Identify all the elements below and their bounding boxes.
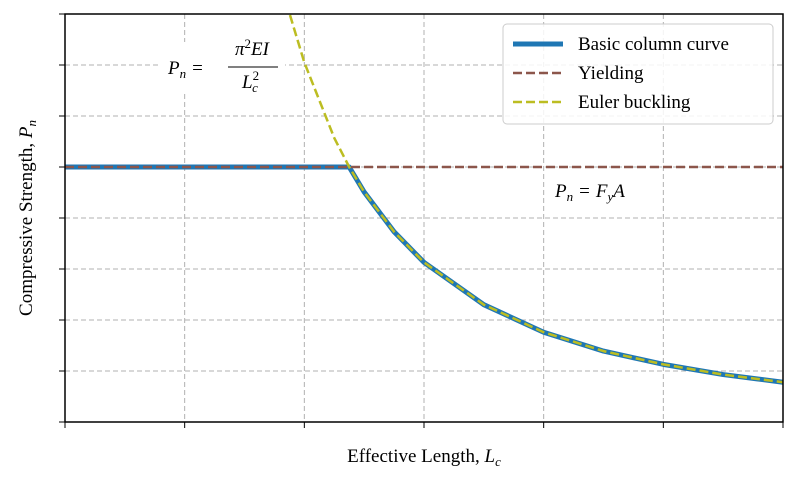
x-label-sub: c [495, 454, 501, 469]
num-sup: 2 [245, 36, 252, 51]
legend-label: Yielding [578, 63, 644, 84]
rhs-b: A [611, 181, 625, 202]
lhs-sub: n [180, 66, 187, 81]
y-label-sub: n [24, 120, 39, 127]
annotation-yield: Pn = FyA [554, 181, 625, 204]
annotation-bg [160, 42, 285, 94]
annotation-euler: Pn = π2EI L2 c [160, 36, 285, 95]
num-b: EI [250, 39, 271, 60]
ticks [59, 13, 784, 428]
rhs: F [595, 181, 608, 202]
legend-label: Basic column curve [578, 34, 729, 55]
eq: = [579, 181, 590, 202]
y-label-text: Compressive Strength, [16, 138, 37, 316]
x-axis-label: Effective Length, Lc [347, 446, 501, 469]
eq: = [192, 58, 203, 79]
lhs-sub: n [567, 189, 574, 204]
lhs: P [167, 58, 180, 79]
series-line [288, 14, 784, 384]
y-label-symbol: P [16, 126, 37, 139]
annotation-numerator: π2EI [235, 36, 271, 60]
lhs: P [554, 181, 567, 202]
den-sup: 2 [253, 68, 260, 83]
y-axis-label: Compressive Strength, Pn [16, 120, 39, 316]
legend-box [502, 23, 774, 125]
den: L [241, 72, 253, 93]
annotation-lhs: Pn = [167, 58, 203, 81]
annotation-denominator: L2 c [241, 68, 259, 95]
x-label-symbol: L [483, 446, 495, 467]
x-label-text: Effective Length, [347, 446, 484, 467]
rhs-sub: y [605, 189, 613, 204]
num-a: π [235, 39, 245, 60]
legend: Basic column curve Yielding Euler buckling [502, 23, 774, 125]
den-sub: c [252, 80, 258, 95]
plot-lines [65, 14, 784, 385]
legend-label: Euler buckling [578, 92, 691, 113]
